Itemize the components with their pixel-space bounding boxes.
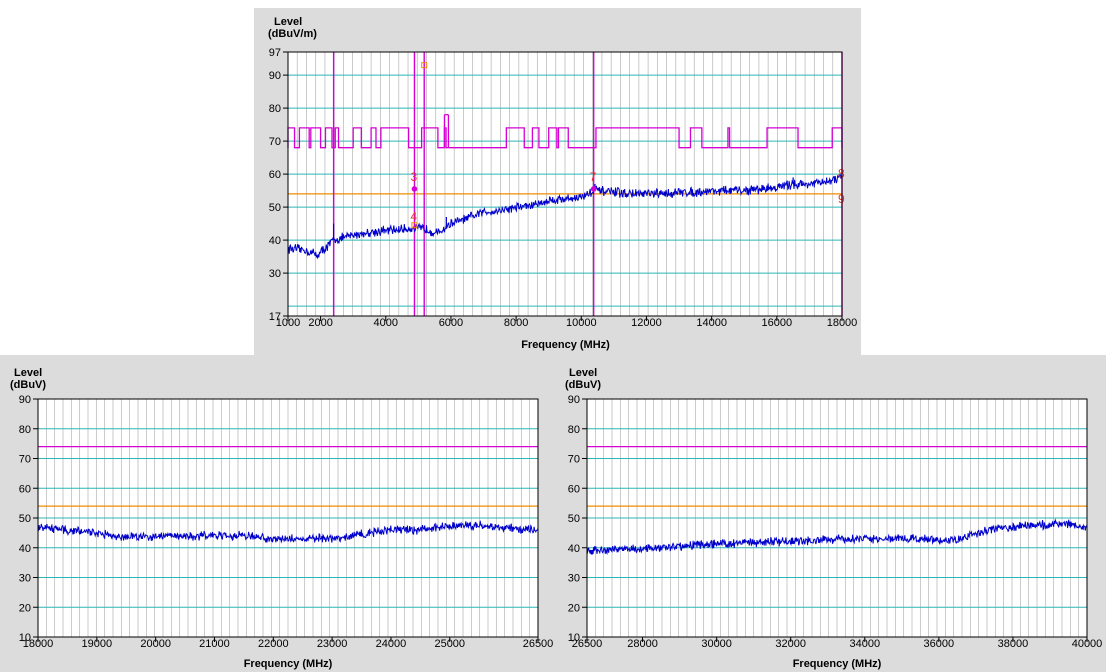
y-tick-label: 90 bbox=[269, 70, 281, 82]
y-tick-label: 10 bbox=[568, 632, 580, 644]
y-axis-label-line2: (dBuV/m) bbox=[268, 28, 317, 40]
x-tick-label: 18000 bbox=[827, 317, 858, 329]
y-axis-label-line1: Level bbox=[569, 367, 598, 379]
y-tick-label: 80 bbox=[568, 424, 580, 436]
chart-svg-bottom-left: 10 20 30 40 50 60 70 80 90 18000 19000 20000 21000 22… bbox=[19, 394, 554, 650]
y-axis-label-line1: Level bbox=[274, 16, 303, 28]
y-axis-label-line1: Level bbox=[14, 367, 43, 379]
y-axis-label: Level (dBuV) bbox=[10, 367, 46, 391]
y-tick-label: 80 bbox=[19, 424, 31, 436]
x-tick-label: 38000 bbox=[998, 638, 1029, 650]
y-tick-label: 20 bbox=[19, 602, 31, 614]
y-tick-label: 30 bbox=[269, 268, 281, 280]
y-tick-label: 10 bbox=[19, 632, 31, 644]
x-tick-label: 32000 bbox=[775, 638, 806, 650]
measurement-trace bbox=[37, 520, 539, 544]
x-tick-label: 24000 bbox=[376, 638, 407, 650]
y-tick-label: 30 bbox=[19, 573, 31, 585]
y-tick-label: 40 bbox=[568, 543, 580, 555]
y-axis-label-line2: (dBuV) bbox=[565, 379, 602, 391]
chart-panel-bottom-left: Level (dBuV) 10 20 30 40 50 60 70 80 90 18000 1900… bbox=[0, 355, 553, 672]
marker-label: 7 bbox=[590, 170, 597, 184]
marker-dot bbox=[411, 186, 418, 192]
y-tick-label: 80 bbox=[269, 103, 281, 115]
y-tick-label: 60 bbox=[269, 169, 281, 181]
x-tick-label: 8000 bbox=[504, 317, 528, 329]
x-tick-label: 19000 bbox=[82, 638, 113, 650]
y-tick-label: 60 bbox=[19, 483, 31, 495]
y-tick-label: 60 bbox=[568, 483, 580, 495]
y-tick-label: 20 bbox=[568, 602, 580, 614]
x-tick-label: 6000 bbox=[439, 317, 463, 329]
y-tick-label: 30 bbox=[568, 573, 580, 585]
y-tick-label: 40 bbox=[19, 543, 31, 555]
x-tick-label: 22000 bbox=[258, 638, 289, 650]
x-tick-label: 21000 bbox=[199, 638, 230, 650]
y-tick-label: 90 bbox=[19, 394, 31, 406]
x-axis-label: Frequency (MHz) bbox=[243, 658, 333, 670]
x-tick-label: 14000 bbox=[696, 317, 727, 329]
chart-panel-top: Level (dBuV/m) 3 4 7 8 9 17 30 40 50 60 70 80 90 97 10… bbox=[254, 8, 861, 355]
plot-frame bbox=[287, 51, 843, 317]
y-tick-label: 50 bbox=[568, 513, 580, 525]
y-tick-label: 50 bbox=[19, 513, 31, 525]
square-marker bbox=[421, 62, 428, 69]
marker-label: 4 bbox=[410, 210, 417, 224]
y-tick-label: 70 bbox=[269, 136, 281, 148]
x-tick-label: 18000 bbox=[23, 638, 54, 650]
x-tick-label: 40000 bbox=[1072, 638, 1103, 650]
x-tick-label: 30000 bbox=[701, 638, 732, 650]
y-tick-label: 40 bbox=[269, 235, 281, 247]
marker-label: 3 bbox=[410, 170, 417, 184]
limit-line-peak bbox=[287, 127, 843, 149]
y-tick-label: 70 bbox=[19, 454, 31, 466]
x-tick-label: 1000 bbox=[276, 317, 300, 329]
measurement-trace bbox=[586, 518, 1088, 556]
x-tick-label: 10000 bbox=[566, 317, 597, 329]
x-tick-label: 20000 bbox=[140, 638, 171, 650]
y-tick-label: 17 bbox=[269, 311, 281, 323]
square-marker bbox=[411, 222, 418, 229]
chart-svg-bottom-right: 10 20 30 40 50 60 70 80 90 26500 28000 30000 32000 34… bbox=[568, 394, 1103, 650]
x-tick-label: 36000 bbox=[924, 638, 955, 650]
x-tick-label: 16000 bbox=[762, 317, 793, 329]
x-tick-label: 12000 bbox=[631, 317, 662, 329]
marker-dot bbox=[590, 186, 597, 192]
x-axis-label: Frequency (MHz) bbox=[521, 339, 610, 351]
y-axis-label-line2: (dBuV) bbox=[10, 379, 47, 391]
x-axis-label: Frequency (MHz) bbox=[792, 658, 882, 670]
y-tick-label: 50 bbox=[269, 202, 281, 214]
x-tick-label: 26500 bbox=[572, 638, 603, 650]
x-tick-label: 2000 bbox=[308, 317, 332, 329]
y-axis-label: Level (dBuV) bbox=[565, 367, 601, 391]
x-tick-label: 4000 bbox=[374, 317, 398, 329]
x-tick-label: 26500 bbox=[523, 638, 554, 650]
y-axis-label: Level (dBuV/m) bbox=[268, 16, 317, 40]
x-tick-label: 25000 bbox=[434, 638, 465, 650]
chart-panel-bottom-right: Level (dBuV) 10 20 30 40 50 60 70 80 90 26500 2800… bbox=[553, 355, 1106, 672]
x-tick-label: 28000 bbox=[627, 638, 658, 650]
y-tick-label: 70 bbox=[568, 454, 580, 466]
x-tick-label: 34000 bbox=[849, 638, 880, 650]
x-tick-label: 23000 bbox=[317, 638, 348, 650]
y-tick-label: 90 bbox=[568, 394, 580, 406]
y-tick-label: 97 bbox=[269, 47, 281, 59]
measurement-trace bbox=[287, 173, 843, 260]
